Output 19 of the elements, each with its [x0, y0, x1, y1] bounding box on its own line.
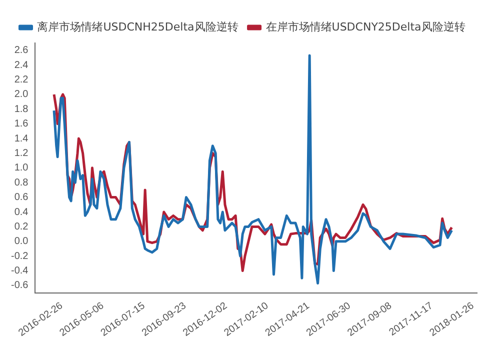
y-tick-label: -0.4 — [10, 266, 29, 277]
y-tick-label: 0.8 — [14, 177, 29, 188]
y-tick-label: 0.0 — [14, 236, 29, 248]
y-tick-label: 1.8 — [14, 104, 29, 115]
y-tick-label: 0.6 — [14, 192, 29, 204]
y-tick-label: 2.6 — [14, 45, 29, 56]
y-tick-label: 1.0 — [14, 162, 29, 174]
y-tick-label: 1.4 — [14, 133, 29, 144]
y-tick-label: -0.6 — [10, 280, 29, 292]
y-tick-label: -0.2 — [10, 250, 29, 262]
y-tick-label: 2.2 — [14, 74, 29, 86]
y-tick-label: 1.6 — [14, 118, 29, 130]
y-tick-label: 2.0 — [14, 89, 29, 100]
y-tick-label: 0.2 — [14, 221, 29, 232]
y-tick-label: 0.4 — [14, 206, 29, 218]
legend-label: 离岸市场情绪USDCNH25Delta风险逆转 — [37, 20, 238, 34]
legend-label: 在岸市场情绪USDCNY25Delta风险逆转 — [266, 20, 466, 34]
y-tick-label: 1.2 — [14, 148, 29, 159]
y-tick-label: 2.4 — [14, 60, 29, 71]
